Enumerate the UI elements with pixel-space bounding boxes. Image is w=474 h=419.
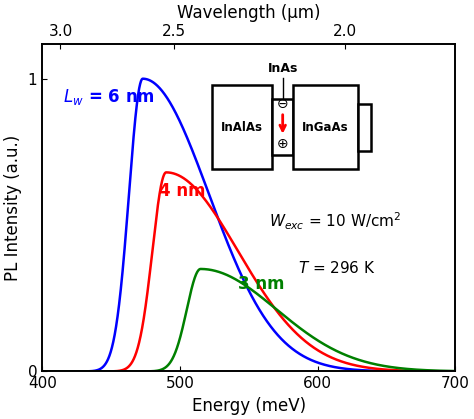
Text: $\mathit{T}$ = 296 K: $\mathit{T}$ = 296 K	[299, 260, 376, 276]
Y-axis label: PL Intensity (a.u.): PL Intensity (a.u.)	[4, 134, 22, 281]
Text: 3 nm: 3 nm	[238, 275, 284, 293]
Text: $\mathit{W}_{exc}$ = 10 W/cm$^2$: $\mathit{W}_{exc}$ = 10 W/cm$^2$	[269, 210, 402, 232]
Text: 4 nm: 4 nm	[159, 182, 206, 200]
X-axis label: Wavelength (μm): Wavelength (μm)	[177, 4, 320, 22]
X-axis label: Energy (meV): Energy (meV)	[192, 397, 306, 415]
Text: $\mathit{L_w}$ = 6 nm: $\mathit{L_w}$ = 6 nm	[63, 87, 155, 107]
